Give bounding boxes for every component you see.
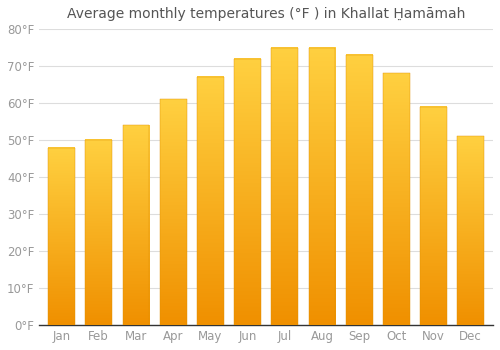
Title: Average monthly temperatures (°F ) in Khallat Ḥ̣amāmah: Average monthly temperatures (°F ) in Kh… (67, 7, 466, 21)
Bar (160, 99, 186, 325)
Bar (383, 74, 409, 325)
Bar (458, 136, 484, 325)
Bar (234, 59, 261, 325)
Bar (48, 147, 75, 325)
Bar (420, 107, 447, 325)
Bar (346, 55, 372, 325)
Bar (86, 140, 112, 325)
Bar (197, 77, 224, 325)
Bar (122, 125, 150, 325)
Bar (272, 48, 298, 325)
Bar (308, 48, 336, 325)
